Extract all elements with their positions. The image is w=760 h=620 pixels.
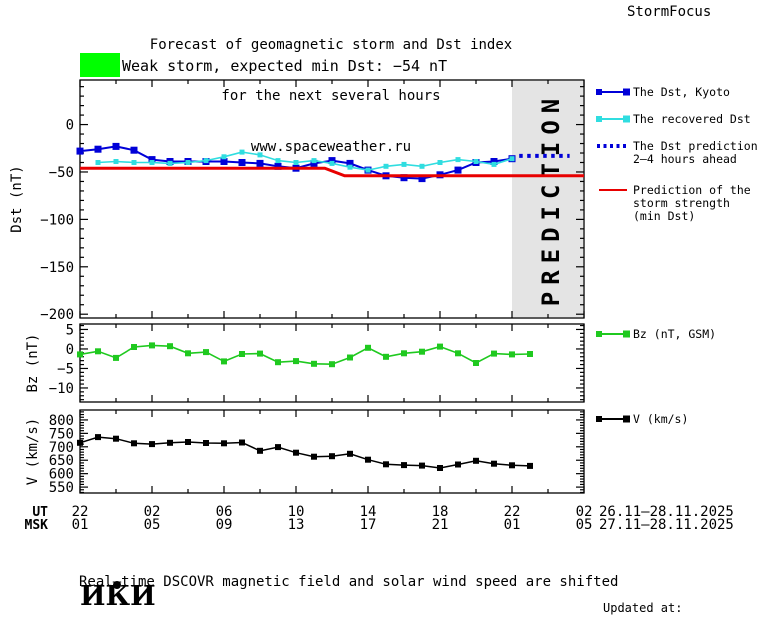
svg-text:0: 0	[66, 342, 74, 358]
brand-label: StormFocus	[627, 4, 712, 20]
svg-text:05: 05	[576, 517, 593, 533]
svg-text:06: 06	[216, 504, 233, 520]
svg-text:22: 22	[72, 504, 89, 520]
legend-label: V (km/s)	[633, 412, 689, 426]
propagation-note: Real–time DSCOVR magnetic field and sola…	[79, 574, 619, 590]
svg-text:14: 14	[360, 504, 377, 520]
legend-item-dst-prediction: The Dst prediction 2–4 hours ahead	[596, 140, 758, 166]
svg-text:600: 600	[49, 467, 74, 483]
storm-alert-text: Weak storm, expected min Dst: −54 nT	[122, 57, 448, 75]
legend-label: Bz (nT, GSM)	[633, 327, 717, 341]
svg-text:−5: −5	[57, 361, 74, 377]
storm-level-swatch	[80, 53, 120, 77]
svg-text:−150: −150	[40, 260, 74, 276]
svg-text:V (km/s): V (km/s)	[25, 418, 41, 485]
svg-text:13: 13	[288, 517, 305, 533]
legend-label: The recovered Dst	[633, 112, 751, 126]
svg-text:02: 02	[576, 504, 593, 520]
legend-item-dst-kyoto: The Dst, Kyoto	[596, 86, 730, 100]
updated-at-block: Updated at: UT 22:05, 27.11.2025 MSK 01:…	[603, 567, 755, 620]
svg-text:−200: −200	[40, 307, 74, 323]
svg-text:02: 02	[144, 504, 161, 520]
iki-logo: ИКИ	[80, 581, 156, 612]
recovered-dst-line-sample	[596, 114, 630, 127]
dst-kyoto-line-sample	[596, 87, 630, 100]
svg-text:18: 18	[432, 504, 449, 520]
page-title: Forecast of geomagnetic storm and Dst in…	[76, 3, 586, 190]
svg-text:01: 01	[504, 517, 521, 533]
spaceweather-url: www.spaceweather.ru	[250, 139, 412, 155]
svg-text:01: 01	[72, 517, 89, 533]
svg-text:−100: −100	[40, 212, 74, 228]
svg-text:17: 17	[360, 517, 377, 533]
svg-text:Bz (nT): Bz (nT)	[25, 333, 41, 392]
svg-text:800: 800	[49, 413, 74, 429]
legend-label: Prediction of the storm strength (min Dst)	[633, 183, 751, 223]
svg-text:650: 650	[49, 453, 74, 469]
title-line-1: Forecast of geomagnetic storm and Dst in…	[149, 37, 513, 53]
legend-item-bz: Bz (nT, GSM)	[596, 328, 716, 342]
storm-strength-line-sample	[596, 185, 630, 198]
legend-item-storm-strength: Prediction of the storm strength (min Dst)	[596, 184, 751, 223]
legend-label: The Dst prediction 2–4 hours ahead	[633, 139, 758, 166]
svg-text:−50: −50	[49, 165, 74, 181]
svg-text:MSK: MSK	[25, 518, 49, 533]
legend-label: The Dst, Kyoto	[633, 85, 730, 99]
svg-text:26.11–28.11.2025: 26.11–28.11.2025	[599, 504, 734, 520]
svg-text:05: 05	[144, 517, 161, 533]
svg-text:10: 10	[288, 504, 305, 520]
svg-text:−10: −10	[49, 381, 74, 397]
iki-logo-leaf-icon	[113, 581, 121, 589]
institute-block: Space Research Institute RAS iki.cosmos.…	[152, 582, 388, 620]
svg-text:Dst (nT): Dst (nT)	[9, 165, 25, 232]
svg-text:0: 0	[66, 118, 74, 134]
updated-label: Updated at:	[603, 601, 683, 615]
svg-text:09: 09	[216, 517, 233, 533]
bz-line-sample	[596, 329, 630, 342]
v-line-sample	[596, 414, 630, 427]
svg-text:700: 700	[49, 440, 74, 456]
title-line-2: for the next several hours	[221, 88, 441, 104]
svg-text:750: 750	[49, 426, 74, 442]
legend-item-recovered-dst: The recovered Dst	[596, 113, 751, 127]
legend-item-v: V (km/s)	[596, 413, 688, 427]
dst-prediction-line-sample	[596, 141, 630, 154]
svg-text:5: 5	[66, 322, 74, 338]
svg-text:550: 550	[49, 480, 74, 496]
svg-text:27.11–28.11.2025: 27.11–28.11.2025	[599, 517, 734, 533]
svg-text:21: 21	[432, 517, 449, 533]
svg-text:22: 22	[504, 504, 521, 520]
svg-text:PREDICTION: PREDICTION	[537, 92, 565, 307]
svg-text:UT: UT	[32, 505, 48, 520]
